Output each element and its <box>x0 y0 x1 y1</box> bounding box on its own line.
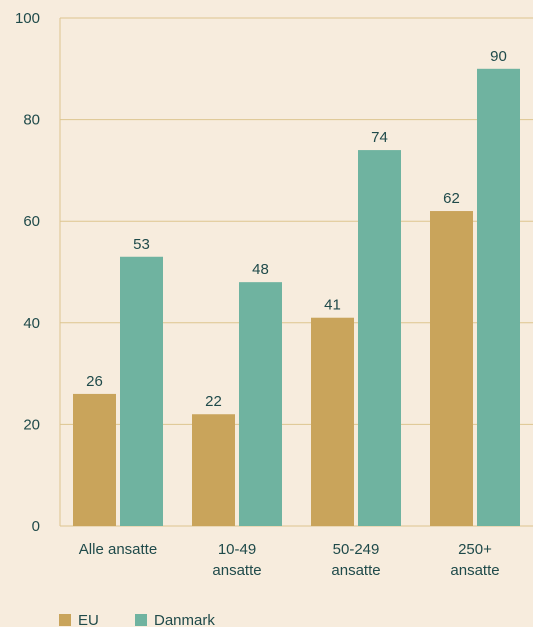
bar-danmark-0 <box>120 256 163 526</box>
data-label: 26 <box>86 373 103 390</box>
x-tick-label: 250+ <box>458 541 492 558</box>
bar-danmark-1 <box>239 282 282 526</box>
x-axis-labels: Alle ansatte 10-49 ansatte 50-249 ansatte 250… <box>79 541 500 579</box>
bars: 26 22 41 62 53 48 74 90 <box>73 48 520 527</box>
x-tick-label: ansatte <box>331 562 380 579</box>
y-tick-label: 60 <box>23 213 40 230</box>
bar-eu-3 <box>430 211 473 527</box>
bar-eu-1 <box>192 414 235 526</box>
legend-label-danmark: Danmark <box>154 612 215 627</box>
y-tick-label: 40 <box>23 315 40 332</box>
y-tick-label: 0 <box>32 518 40 535</box>
y-tick-label: 80 <box>23 112 40 129</box>
data-label: 62 <box>443 190 460 207</box>
bar-eu-2 <box>311 317 354 526</box>
legend-swatch-eu <box>59 614 71 626</box>
legend-swatch-danmark <box>135 614 147 626</box>
x-tick-label: ansatte <box>450 562 499 579</box>
data-label: 53 <box>133 236 150 253</box>
data-label: 74 <box>371 129 388 146</box>
legend: EU Danmark <box>59 612 215 627</box>
data-label: 41 <box>324 297 341 314</box>
x-tick-label: Alle ansatte <box>79 541 157 558</box>
y-axis: 0 20 40 60 80 100 <box>15 10 40 535</box>
bar-eu-0 <box>73 393 116 526</box>
y-tick-label: 100 <box>15 10 40 27</box>
x-tick-label: ansatte <box>212 562 261 579</box>
data-label: 90 <box>490 48 507 65</box>
y-tick-label: 20 <box>23 416 40 433</box>
data-label: 22 <box>205 393 222 410</box>
x-tick-label: 50-249 <box>333 541 380 558</box>
legend-label-eu: EU <box>78 612 99 627</box>
bar-danmark-2 <box>358 150 401 526</box>
data-label: 48 <box>252 261 269 278</box>
x-tick-label: 10-49 <box>218 541 256 558</box>
bar-danmark-3 <box>477 68 520 527</box>
